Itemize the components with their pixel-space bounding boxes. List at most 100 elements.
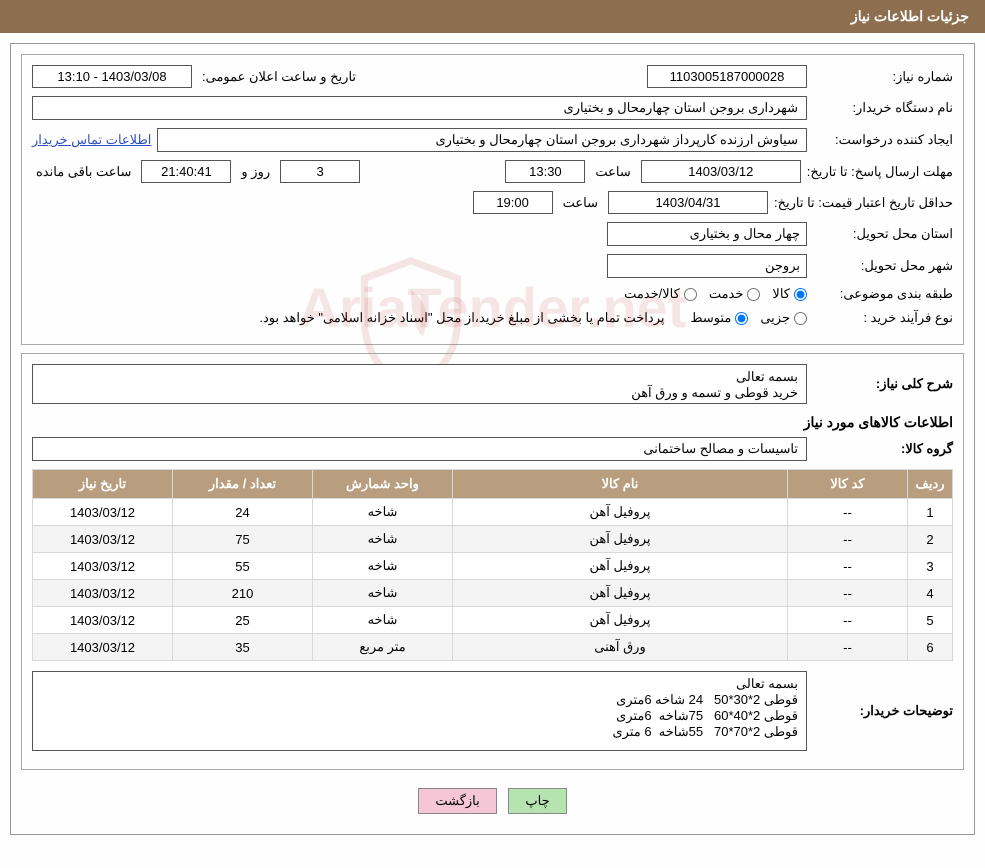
table-cell: 1403/03/12 [33,499,173,526]
table-cell: -- [788,553,908,580]
value-buyer-notes[interactable] [32,671,807,751]
table-row: 6--ورق آهنیمتر مربع351403/03/12 [33,634,953,661]
th-idx: ردیف [908,470,953,499]
label-purchase-type: نوع فرآیند خرید : [813,310,953,326]
table-cell: -- [788,607,908,634]
table-header-row: ردیف کد کالا نام کالا واحد شمارش تعداد /… [33,470,953,499]
row-deadline: مهلت ارسال پاسخ: تا تاریخ: 1403/03/12 سا… [32,160,953,183]
row-purchase-type: نوع فرآیند خرید : جزیی متوسط پرداخت تمام… [32,310,953,326]
back-button[interactable]: بازگشت [418,788,496,814]
table-cell: -- [788,580,908,607]
table-row: 1--پروفیل آهنشاخه241403/03/12 [33,499,953,526]
value-deadline-date: 1403/03/12 [641,160,801,183]
radio-service[interactable]: خدمت [709,286,761,302]
subject-class-radios: کالا خدمت کالا/خدمت [624,286,807,302]
radio-service-input[interactable] [747,288,760,301]
table-cell: 35 [173,634,313,661]
label-deadline-time: ساعت [591,164,634,180]
row-subject-class: طبقه بندی موضوعی: کالا خدمت کالا/خدمت [32,286,953,302]
table-cell: 6 [908,634,953,661]
label-request-number: شماره نیاز: [813,69,953,85]
table-cell: 1403/03/12 [33,634,173,661]
table-row: 5--پروفیل آهنشاخه251403/03/12 [33,607,953,634]
button-row: چاپ بازگشت [21,778,964,824]
table-body: 1--پروفیل آهنشاخه241403/03/122--پروفیل آ… [33,499,953,661]
radio-medium[interactable]: متوسط [690,310,748,326]
value-province: چهار محال و بختیاری [607,222,807,246]
value-remaining: 21:40:41 [141,160,231,183]
value-description[interactable] [32,364,807,404]
print-button[interactable]: چاپ [508,788,566,814]
row-price-validity: حداقل تاریخ اعتبار قیمت: تا تاریخ: 1403/… [32,191,953,214]
label-group: گروه کالا: [813,441,953,457]
value-pv-time: 19:00 [473,191,553,214]
table-cell: پروفیل آهن [453,553,788,580]
value-pv-date: 1403/04/31 [608,191,768,214]
radio-partial-label: جزیی [760,310,790,326]
buyer-contact-link[interactable]: اطلاعات تماس خریدار [32,132,151,148]
label-subject-class: طبقه بندی موضوعی: [813,286,953,302]
radio-goods-input[interactable] [794,288,807,301]
th-unit: واحد شمارش [313,470,453,499]
radio-partial[interactable]: جزیی [760,310,807,326]
table-cell: 24 [173,499,313,526]
table-cell: پروفیل آهن [453,526,788,553]
main-container: AriaTender.net شماره نیاز: 1103005187000… [10,43,975,835]
items-table: ردیف کد کالا نام کالا واحد شمارش تعداد /… [32,469,953,661]
label-requester: ایجاد کننده درخواست: [813,132,953,148]
label-pv-time: ساعت [559,195,602,211]
info-section: AriaTender.net شماره نیاز: 1103005187000… [21,54,964,345]
items-heading: اطلاعات کالاهای مورد نیاز [32,414,953,431]
purchase-type-note: پرداخت تمام یا بخشی از مبلغ خرید،از محل … [259,310,664,326]
label-city: شهر محل تحویل: [813,258,953,274]
row-requester: ایجاد کننده درخواست: سیاوش ارزنده کارپرد… [32,128,953,152]
label-description: شرح کلی نیاز: [813,376,953,392]
table-cell: شاخه [313,526,453,553]
table-cell: -- [788,634,908,661]
label-days: روز و [237,164,274,180]
table-cell: شاخه [313,580,453,607]
radio-service-label: خدمت [709,286,744,302]
row-description: شرح کلی نیاز: [32,364,953,404]
table-row: 4--پروفیل آهنشاخه2101403/03/12 [33,580,953,607]
table-cell: 5 [908,607,953,634]
radio-medium-input[interactable] [735,312,748,325]
label-buyer-org: نام دستگاه خریدار: [813,100,953,116]
table-cell: 3 [908,553,953,580]
table-cell: 4 [908,580,953,607]
table-cell: -- [788,526,908,553]
table-cell: ورق آهنی [453,634,788,661]
label-remaining: ساعت باقی مانده [32,164,135,180]
table-cell: پروفیل آهن [453,580,788,607]
value-city: بروجن [607,254,807,278]
table-cell: 2 [908,526,953,553]
items-section: شرح کلی نیاز: اطلاعات کالاهای مورد نیاز … [21,353,964,770]
radio-goods-label: کالا [772,286,790,302]
page-title: جزئیات اطلاعات نیاز [851,8,969,24]
table-cell: 55 [173,553,313,580]
page-header: جزئیات اطلاعات نیاز [0,0,985,33]
row-buyer-notes: توضیحات خریدار: [32,671,953,751]
radio-goods-service[interactable]: کالا/خدمت [624,286,697,302]
table-row: 3--پروفیل آهنشاخه551403/03/12 [33,553,953,580]
radio-medium-label: متوسط [690,310,731,326]
table-cell: 25 [173,607,313,634]
radio-goods[interactable]: کالا [772,286,807,302]
table-cell: 210 [173,580,313,607]
table-cell: 1403/03/12 [33,553,173,580]
table-cell: 1 [908,499,953,526]
row-city: شهر محل تحویل: بروجن [32,254,953,278]
table-cell: -- [788,499,908,526]
value-days: 3 [280,160,360,183]
th-code: کد کالا [788,470,908,499]
label-buyer-notes: توضیحات خریدار: [813,703,953,719]
value-requester: سیاوش ارزنده کارپرداز شهرداری بروجن استا… [157,128,807,152]
value-deadline-time: 13:30 [505,160,585,183]
watermark-text: AriaTender.net [299,275,687,340]
label-announce-dt: تاریخ و ساعت اعلان عمومی: [198,69,360,85]
table-cell: 1403/03/12 [33,526,173,553]
table-cell: متر مربع [313,634,453,661]
radio-goods-service-input[interactable] [684,288,697,301]
radio-partial-input[interactable] [794,312,807,325]
value-request-number: 1103005187000028 [647,65,807,88]
